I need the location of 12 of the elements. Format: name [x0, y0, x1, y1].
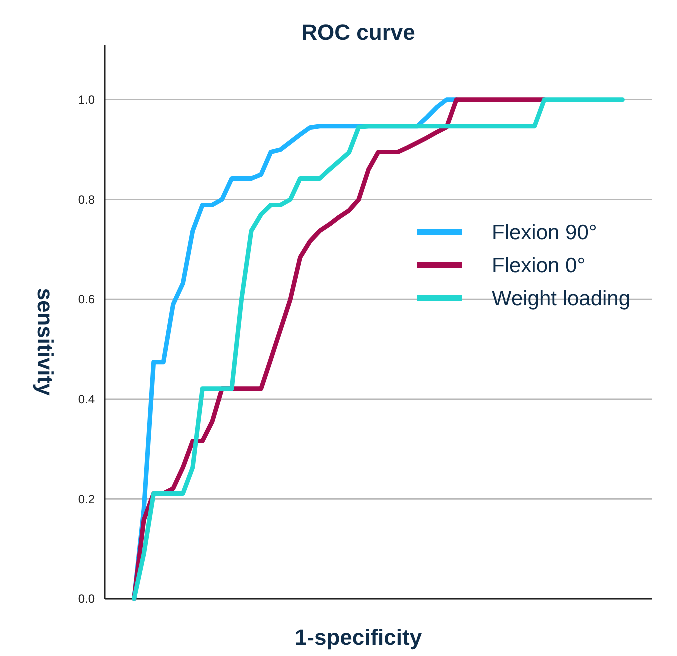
legend-label: Weight loading: [492, 287, 631, 310]
legend-label: Flexion 90°: [492, 221, 598, 244]
y-tick-label: 0.6: [78, 292, 96, 307]
y-axis-title: sensitivity: [33, 288, 58, 397]
y-tick-label: 0.4: [78, 392, 96, 407]
y-tick-label: 1.0: [78, 93, 96, 108]
x-axis-title: 1-specificity: [294, 625, 423, 650]
legend-label: Flexion 0°: [492, 254, 586, 278]
y-tick-label: 0.0: [78, 592, 96, 606]
chart-title: ROC curve: [302, 20, 416, 45]
y-tick-label: 0.2: [78, 492, 96, 506]
y-tick-label: 0.8: [78, 192, 96, 207]
